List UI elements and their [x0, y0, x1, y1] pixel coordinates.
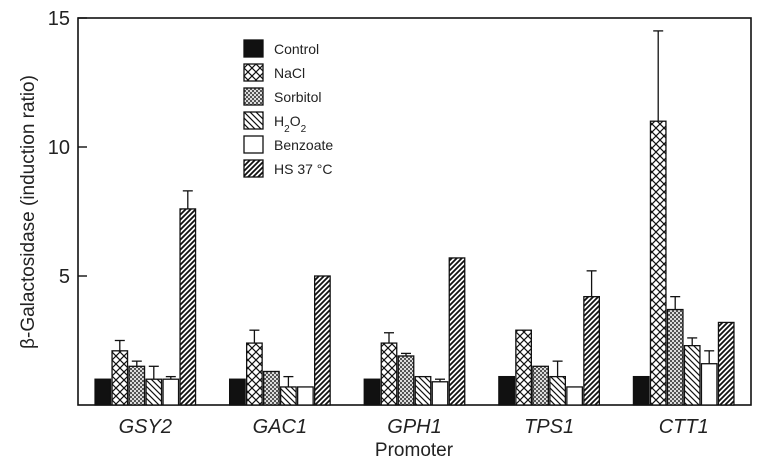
error-bar — [165, 375, 176, 380]
legend: Control NaCl Sorbitol H2O2 Benzoate HS 37 °C — [243, 39, 333, 178]
error-bar — [148, 365, 159, 380]
error-bar — [704, 350, 715, 364]
bar — [448, 257, 466, 406]
bar — [162, 378, 180, 406]
legend-item: H2O2 — [243, 111, 307, 135]
legend-item: NaCl — [243, 63, 305, 82]
legend-swatch — [243, 159, 264, 178]
bar — [532, 365, 549, 406]
error-bar — [249, 329, 260, 344]
bar — [700, 363, 718, 406]
bar — [363, 378, 381, 406]
bar — [128, 365, 146, 406]
error-bar — [283, 375, 294, 387]
legend-label: H2O2 — [274, 113, 307, 135]
error-bar — [384, 332, 394, 344]
bar — [111, 350, 129, 406]
legend-label: Benzoate — [274, 137, 333, 153]
x-axis: GSY2 GAC1 GPH1 TPS1 CTT1 — [119, 416, 709, 438]
bar-group-gsy2 — [94, 190, 197, 406]
legend-label: Control — [274, 41, 319, 57]
x-axis-label: Promoter — [375, 440, 454, 461]
bar-group-gac1 — [228, 275, 331, 406]
y-axis: 5 10 15 — [48, 8, 87, 288]
x-tick-label: CTT1 — [659, 416, 709, 438]
legend-item: Control — [243, 39, 319, 58]
x-tick-label: TPS1 — [524, 416, 574, 438]
bar — [566, 386, 583, 406]
bar — [666, 308, 684, 406]
y-tick-label: 5 — [59, 266, 70, 288]
y-axis-label: β-Galactosidase (induction ratio) — [18, 75, 39, 349]
legend-swatch — [243, 111, 264, 130]
error-bar — [653, 30, 664, 122]
bar — [245, 342, 263, 406]
bar-groups — [94, 30, 735, 406]
bar — [179, 208, 197, 406]
error-bar — [552, 360, 563, 377]
bar-group-gph1 — [363, 257, 466, 406]
error-bar — [586, 270, 597, 297]
bar — [717, 321, 735, 406]
error-bar — [687, 337, 698, 346]
legend-label: HS 37 °C — [274, 161, 333, 177]
legend-label: NaCl — [274, 65, 305, 81]
error-bar — [670, 295, 681, 310]
plot-frame — [77, 17, 752, 406]
x-tick-label: GPH1 — [387, 416, 441, 438]
legend-swatch — [243, 39, 264, 58]
error-bar — [131, 360, 142, 367]
bar — [296, 386, 314, 406]
y-tick-label: 10 — [48, 137, 70, 159]
y-tick-label: 15 — [48, 8, 70, 30]
bar-group-ctt1 — [632, 30, 735, 406]
bar — [649, 120, 667, 406]
bar — [380, 342, 398, 406]
legend-item: Sorbitol — [243, 87, 321, 106]
error-bar — [114, 339, 125, 351]
x-tick-label: GSY2 — [119, 416, 172, 438]
x-tick-label: GAC1 — [253, 416, 307, 438]
bar — [262, 370, 280, 406]
bar — [515, 329, 532, 406]
error-bar — [182, 190, 193, 209]
bar — [632, 375, 650, 406]
bar — [431, 381, 449, 406]
legend-item: Benzoate — [243, 135, 333, 154]
bar — [414, 375, 432, 406]
bar-group-tps1 — [498, 270, 600, 406]
bar — [279, 386, 297, 406]
error-bar — [435, 378, 445, 382]
bar — [94, 378, 112, 406]
bar — [549, 375, 566, 406]
bar — [583, 295, 600, 406]
bar — [145, 378, 163, 406]
legend-swatch — [243, 135, 264, 154]
legend-label: Sorbitol — [274, 89, 321, 105]
legend-item: HS 37 °C — [243, 159, 333, 178]
bar — [498, 375, 516, 406]
bar — [397, 355, 415, 406]
error-bar — [401, 352, 411, 356]
legend-swatch — [243, 87, 264, 106]
bar — [683, 345, 701, 406]
legend-swatch — [243, 63, 264, 82]
bar — [228, 378, 246, 406]
bar — [313, 275, 331, 406]
